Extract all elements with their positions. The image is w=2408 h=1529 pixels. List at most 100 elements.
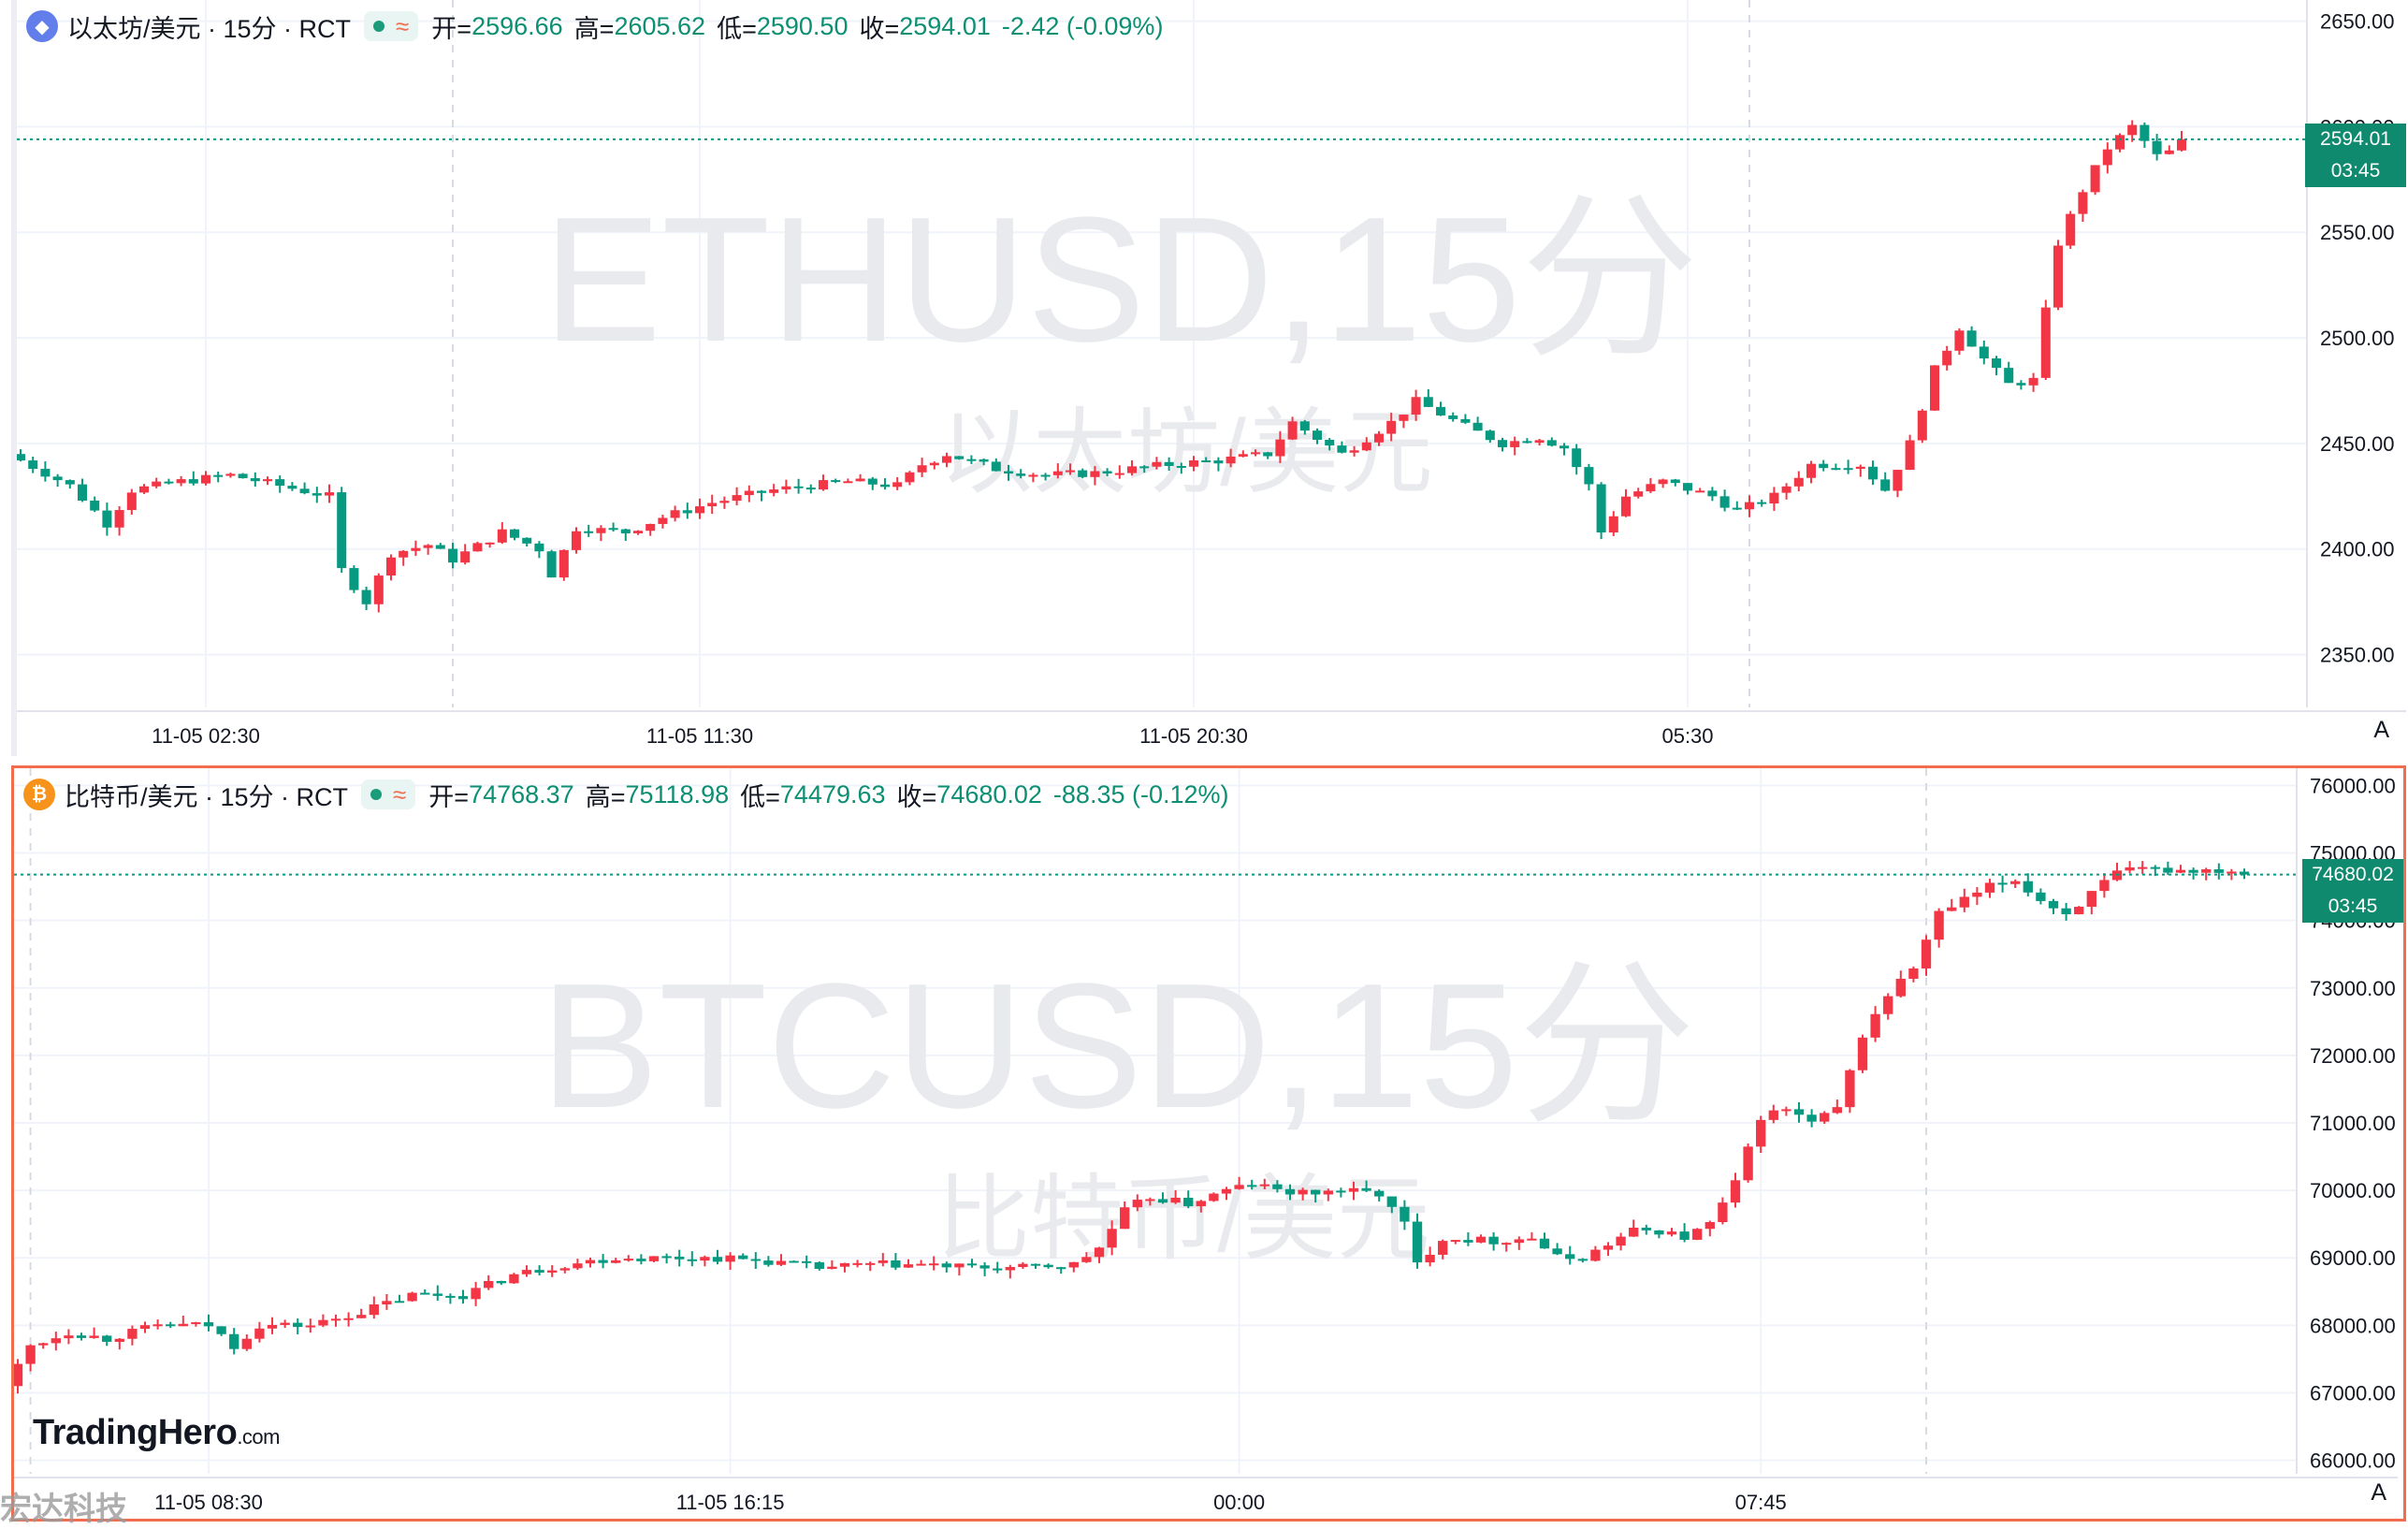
candle <box>1094 1246 1105 1263</box>
candle <box>1472 416 1483 431</box>
candle <box>2074 906 2084 915</box>
candle <box>700 1255 710 1267</box>
candle-body <box>299 488 310 494</box>
candle <box>750 1252 761 1270</box>
open-label: 开= <box>428 782 470 811</box>
candle <box>789 1260 799 1263</box>
candle-body <box>1139 466 1150 469</box>
candle <box>496 1280 506 1286</box>
candle <box>1534 439 1545 446</box>
candle-body <box>818 480 829 490</box>
candle <box>2016 380 2026 390</box>
candle-body <box>1718 1202 1728 1223</box>
candle-body <box>805 488 816 490</box>
candle-body <box>1425 1254 1435 1263</box>
candle <box>89 1327 99 1339</box>
candle <box>1176 462 1186 474</box>
auto-scale-button[interactable]: A <box>2373 717 2389 743</box>
candle-body <box>2099 880 2110 892</box>
candle <box>1323 1188 1333 1201</box>
candle-body <box>636 1259 646 1261</box>
candle <box>114 1337 124 1350</box>
candle <box>993 1261 1003 1274</box>
last-price-badge: 74680.02 03:45 <box>2302 858 2403 923</box>
candle <box>558 549 569 581</box>
candle <box>1959 888 1969 912</box>
candle <box>1917 409 1927 444</box>
candle-body <box>1145 1199 1155 1201</box>
candle-body <box>632 531 644 533</box>
candle-body <box>1870 1013 1880 1038</box>
candle <box>2152 134 2162 161</box>
price-tick-label: 67000.00 <box>2310 1381 2396 1405</box>
candle <box>1769 487 1779 511</box>
candle-body <box>763 1260 774 1265</box>
market-status-toggle[interactable]: ≈ <box>364 11 419 41</box>
candle-body <box>1399 415 1409 421</box>
candle-body <box>1756 1119 1766 1147</box>
candle-body <box>305 1325 315 1328</box>
candle-body <box>1857 1037 1868 1070</box>
candle-body <box>1646 484 1656 492</box>
candle <box>152 1319 163 1330</box>
candle-body <box>2227 871 2237 874</box>
time-tick-label: 11-05 02:30 <box>152 724 260 748</box>
candle <box>1238 450 1248 458</box>
candle <box>420 1289 430 1295</box>
candle-body <box>732 495 742 502</box>
candle-body <box>1584 467 1594 485</box>
eth-symbol-title[interactable]: 以太坊/美元 · 15分 · RCT <box>67 14 352 43</box>
candle-body <box>65 480 75 485</box>
change-value: -88.35 (-0.12%) <box>1052 779 1229 808</box>
candle <box>776 1254 787 1266</box>
open-label: 开= <box>431 14 472 43</box>
high-value: 2605.62 <box>614 11 706 40</box>
candle-body <box>1374 1190 1385 1197</box>
candle-body <box>420 1292 430 1295</box>
candle-body <box>1312 430 1323 441</box>
candle <box>164 478 174 485</box>
btc-symbol-title[interactable]: 比特币/美元 · 15分 · RCT <box>65 782 349 811</box>
auto-scale-button[interactable]: A <box>2371 1479 2386 1506</box>
candle <box>1312 428 1323 444</box>
candle-body <box>1052 471 1063 475</box>
candle-body <box>361 590 371 604</box>
candle-body <box>1666 1231 1677 1235</box>
candle-body <box>267 1324 278 1329</box>
candle-body <box>843 481 853 484</box>
candle <box>1820 1111 1830 1125</box>
candle <box>1719 489 1730 512</box>
candle-body <box>1107 1229 1117 1248</box>
candle-body <box>1608 516 1618 533</box>
candle <box>891 1253 901 1271</box>
candle-body <box>1201 460 1211 463</box>
candle <box>1641 1224 1651 1235</box>
candle-body <box>2066 213 2076 246</box>
eth-chart-pane[interactable]: ETHUSD,15分 以太坊/美元 2350.00 2400.00 2450.00 250… <box>11 0 2406 756</box>
candle-body <box>2239 871 2250 875</box>
candle <box>979 1262 990 1276</box>
candle-body <box>337 492 347 569</box>
eth-legend: ◆ 以太坊/美元 · 15分 · RCT ≈ 开= 2596.66 高= 2605.… <box>26 7 1174 45</box>
candle-body <box>879 484 891 488</box>
last-price-value: 74680.02 <box>2312 863 2394 885</box>
high-label: 高= <box>585 782 626 811</box>
candle <box>534 541 544 559</box>
candle-body <box>1102 471 1112 474</box>
candle <box>658 515 668 529</box>
candle-body <box>1590 1249 1601 1261</box>
candle-body <box>814 1261 824 1270</box>
candle <box>385 554 397 581</box>
candle <box>1793 1101 1805 1123</box>
market-status-toggle[interactable]: ≈ <box>361 779 416 809</box>
btc-chart-pane[interactable]: BTCUSD,15分 比特币/美元 66000.00 67000.00 68000.00… <box>11 765 2406 1522</box>
candle <box>1819 459 1829 472</box>
candle <box>1373 430 1385 446</box>
low-label: 低= <box>717 14 757 43</box>
candle-body <box>40 469 51 477</box>
candle <box>1411 389 1421 421</box>
candle <box>916 1260 926 1266</box>
candle <box>267 1317 278 1334</box>
